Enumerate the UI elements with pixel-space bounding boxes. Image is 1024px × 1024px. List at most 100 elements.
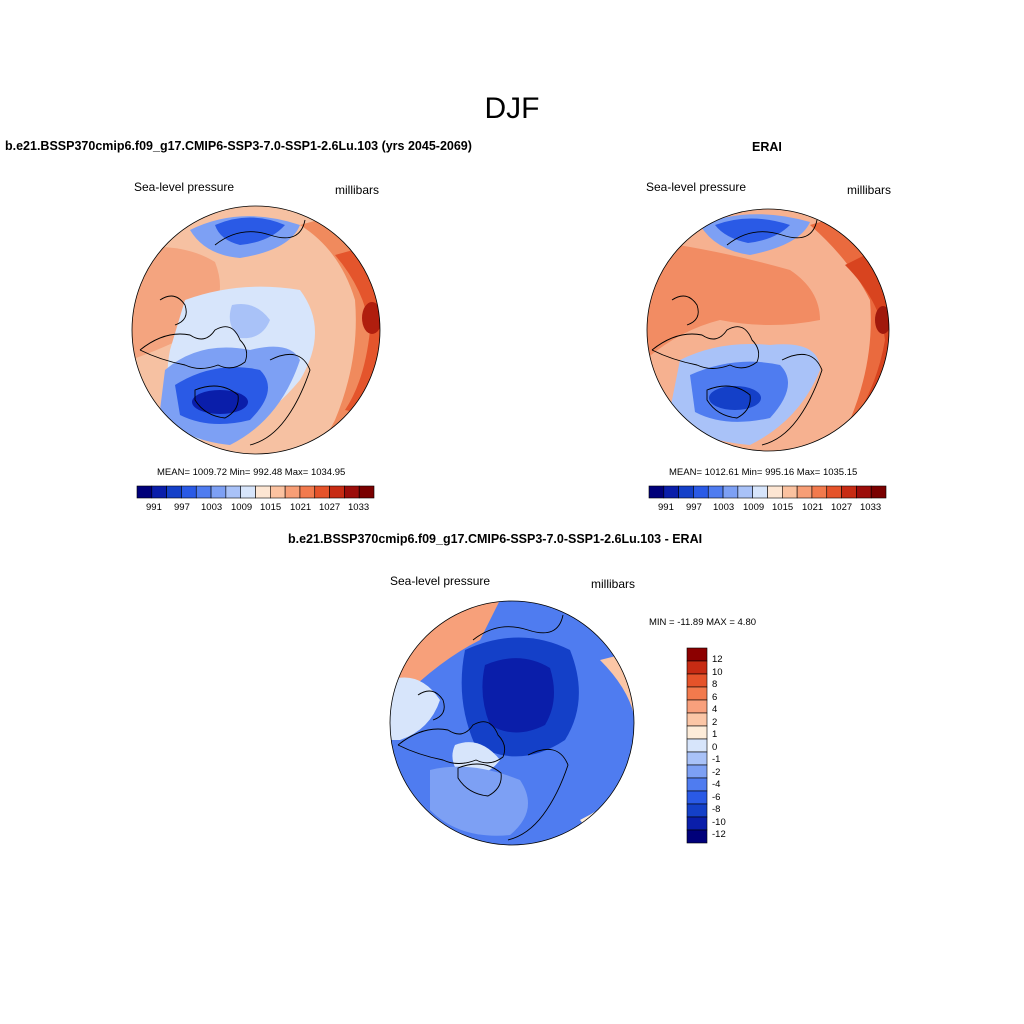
diff-cb-tick: -10 xyxy=(712,817,726,828)
model-colorbar-swatch xyxy=(166,485,182,499)
model-colorbar-swatch xyxy=(136,485,153,499)
obs-colorbar-swatch xyxy=(707,485,724,499)
model-units-label: millibars xyxy=(335,183,380,197)
model-cb-tick: 1027 xyxy=(319,502,341,513)
diff-colorbar xyxy=(686,647,708,844)
diff-cb-tick: 4 xyxy=(712,704,718,715)
obs-cb-tick: 1027 xyxy=(831,502,853,513)
obs-min-core xyxy=(709,386,761,410)
diff-colorbar-swatch xyxy=(686,686,708,701)
model-colorbar-swatch xyxy=(181,485,197,499)
obs-coast-north-america xyxy=(651,326,760,369)
obs-variable-label: Sea-level pressure xyxy=(646,180,747,194)
diff-cb-tick: 1 xyxy=(712,729,718,740)
diff-colorbar-swatch xyxy=(686,790,708,805)
diff-cb-tick: 10 xyxy=(712,667,723,678)
diff-colorbar-swatch xyxy=(686,764,708,779)
model-coast-alaska xyxy=(159,295,187,326)
model-colorbar-swatch xyxy=(255,485,271,499)
diff-cb-tick: -4 xyxy=(712,779,721,790)
obs-coastlines xyxy=(651,219,823,446)
diff-cb-tick: 2 xyxy=(712,717,718,728)
model-colorbar-swatch xyxy=(329,485,345,499)
model-colorbar-swatch xyxy=(210,485,227,499)
obs-colorbar-swatch xyxy=(782,485,798,499)
obs-colorbar-swatch xyxy=(856,485,872,499)
obs-map xyxy=(647,209,889,451)
diff-units-label: millibars xyxy=(591,577,636,591)
model-min-core xyxy=(192,390,248,414)
diff-cb-tick: 12 xyxy=(712,654,723,665)
model-colorbar-swatch xyxy=(344,485,360,499)
model-stats: MEAN= 1009.72 Min= 992.48 Max= 1034.95 xyxy=(157,467,346,478)
model-coast-siberia xyxy=(214,219,306,246)
diff-coast-europe xyxy=(507,748,569,841)
model-cb-tick: 1021 xyxy=(290,502,312,513)
model-cb-tick: 1015 xyxy=(260,502,282,513)
model-map-border xyxy=(131,205,381,455)
model-colorbar-labels: 991 997 1003 1009 1015 1021 1027 1033 xyxy=(137,502,374,514)
obs-colorbar-swatch xyxy=(737,485,753,499)
diff-colorbar-labels: 12 10 8 6 4 2 1 0 -1 -2 -4 -6 -8 -10 -12 xyxy=(712,648,752,848)
diff-coast-siberia xyxy=(472,614,564,641)
obs-colorbar-swatch xyxy=(722,485,739,499)
diff-colorbar-swatch xyxy=(686,647,708,662)
diff-polar-core xyxy=(482,658,554,733)
model-max-core xyxy=(362,302,380,334)
obs-units-label: millibars xyxy=(847,183,892,197)
model-colorbar-swatch xyxy=(151,485,167,499)
model-coast-greenland xyxy=(194,385,239,419)
obs-panel-title: ERAI xyxy=(752,140,782,154)
diff-cb-tick: -8 xyxy=(712,804,721,815)
diff-pacific-positive xyxy=(390,601,500,700)
obs-colorbar xyxy=(648,485,887,499)
obs-coast-alaska xyxy=(671,295,699,326)
obs-colorbar-swatch xyxy=(752,485,768,499)
obs-max-core xyxy=(875,306,889,334)
obs-cb-tick: 1033 xyxy=(860,502,882,513)
diff-colorbar-swatch xyxy=(686,673,708,688)
diff-cb-tick: 6 xyxy=(712,692,718,703)
diff-atlantic-negative xyxy=(430,766,528,836)
diff-cb-tick: -6 xyxy=(712,792,721,803)
diff-coastlines xyxy=(397,614,569,841)
obs-cb-tick: 1021 xyxy=(802,502,824,513)
diff-colorbar-swatch xyxy=(686,725,708,740)
diff-cb-tick: -12 xyxy=(712,829,726,840)
obs-colorbar-swatch xyxy=(767,485,783,499)
diff-coast-alaska xyxy=(417,690,445,721)
obs-colorbar-swatch xyxy=(826,485,842,499)
obs-cb-tick: 997 xyxy=(686,502,702,513)
obs-cb-tick: 991 xyxy=(658,502,674,513)
diff-colorbar-swatch xyxy=(686,777,708,792)
diff-colorbar-swatch xyxy=(686,816,708,831)
model-variable-label: Sea-level pressure xyxy=(134,180,235,194)
obs-stats: MEAN= 1012.61 Min= 995.16 Max= 1035.15 xyxy=(669,467,858,478)
diff-colorbar-swatch xyxy=(686,738,708,753)
diff-cb-tick: 8 xyxy=(712,679,718,690)
model-panel-title: b.e21.BSSP370cmip6.f09_g17.CMIP6-SSP3-7.… xyxy=(5,139,472,153)
diff-colorbar-swatch xyxy=(686,699,708,714)
model-map xyxy=(132,206,380,454)
obs-map-border xyxy=(646,208,890,452)
model-colorbar-swatch xyxy=(314,485,330,499)
model-colorbar-swatch xyxy=(225,485,241,499)
obs-colorbar-swatch xyxy=(663,485,679,499)
diff-colorbar-swatch xyxy=(686,660,708,675)
diff-cb-tick: -1 xyxy=(712,754,721,765)
diff-colorbar-swatch xyxy=(686,829,708,844)
diff-cb-tick: -2 xyxy=(712,767,721,778)
obs-siberian-high xyxy=(647,240,820,360)
obs-cb-tick: 1009 xyxy=(743,502,765,513)
obs-colorbar-swatch xyxy=(648,485,665,499)
model-coastlines xyxy=(139,219,311,446)
diff-map-border xyxy=(389,600,635,846)
obs-coast-greenland xyxy=(706,385,751,419)
diff-pacific-weak xyxy=(390,677,440,740)
model-polar-trough xyxy=(229,304,270,339)
model-cb-tick: 1033 xyxy=(348,502,370,513)
obs-colorbar-swatch xyxy=(796,485,813,499)
model-coast-europe xyxy=(249,353,311,446)
diff-variable-label: Sea-level pressure xyxy=(390,574,491,588)
model-colorbar xyxy=(136,485,375,499)
